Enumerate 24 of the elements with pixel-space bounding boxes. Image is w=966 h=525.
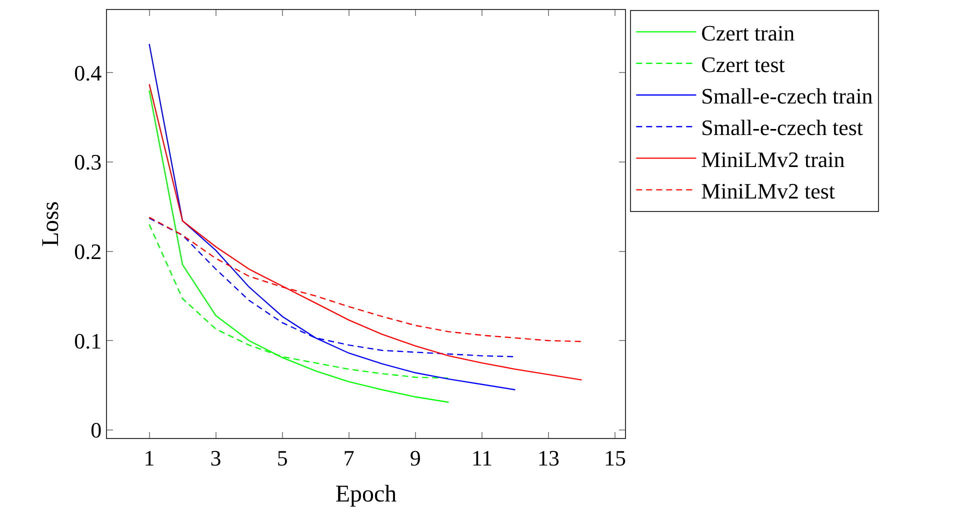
legend-label: Czert train (701, 20, 795, 46)
y-tick-label: 0.3 (74, 150, 102, 175)
line-series (148, 90, 450, 403)
line-series (148, 84, 582, 381)
legend-label: Czert test (701, 52, 785, 77)
x-tick-label: 9 (410, 445, 421, 470)
line-series (148, 43, 516, 390)
x-tick-label: 5 (276, 445, 288, 470)
x-axis-title: Epoch (335, 482, 397, 508)
y-tick-label: 0.2 (74, 238, 102, 264)
legend-label: Small-e-czech test (701, 115, 864, 140)
x-tick-label: 13 (537, 445, 560, 470)
y-tick-label: 0.1 (74, 328, 102, 354)
y-tick-label: 0.4 (74, 60, 102, 86)
y-tick-label: 0 (90, 418, 102, 443)
x-tick-label: 7 (343, 445, 354, 470)
legend-label: Small-e-czech train (701, 84, 873, 109)
legend-label: MiniLMv2 test (701, 178, 836, 204)
x-tick-label: 3 (210, 445, 222, 470)
x-tick-label: 11 (471, 445, 493, 470)
x-tick-label: 1 (144, 445, 155, 470)
x-tick-label: 15 (604, 445, 626, 470)
legend-label: MiniLMv2 train (701, 146, 845, 172)
y-axis-title: Loss (38, 201, 64, 247)
